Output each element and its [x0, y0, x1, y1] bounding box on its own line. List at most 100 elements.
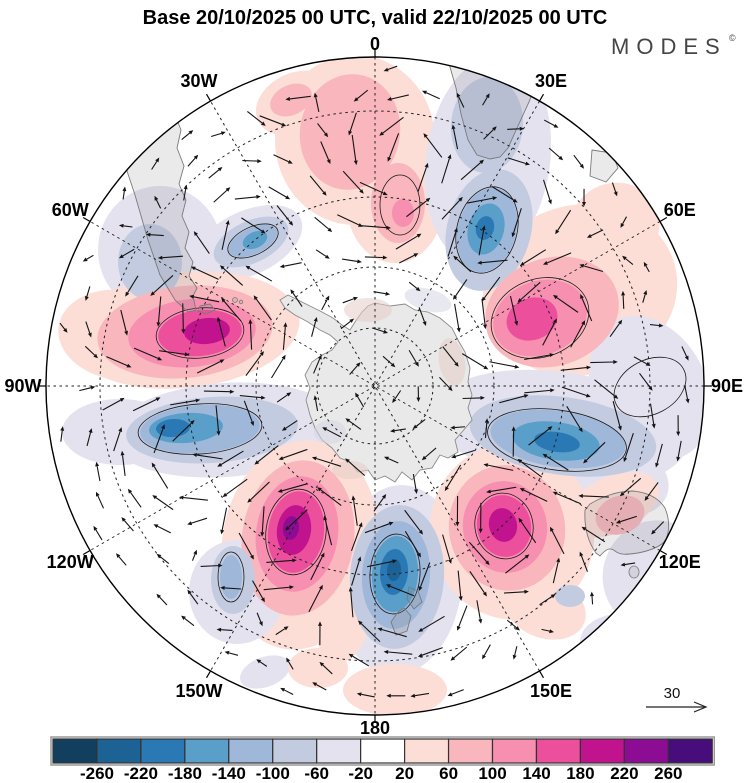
colorbar-tick-label: 20: [395, 764, 414, 783]
colorbar-cell: [667, 738, 713, 764]
new-zealand-north-island-landmass: [406, 586, 423, 610]
contour-line: [155, 307, 245, 359]
colorbar-tick-label: -20: [348, 764, 373, 783]
meridian-label-180: 180: [360, 718, 390, 738]
colorbar-cell: [579, 738, 625, 764]
meridian-labels: 0 30E 60E 90E 120E 150E 180 150W 120W 90W 60W 30W: [4, 34, 743, 738]
positive-anomaly-cell: [282, 516, 300, 540]
tierra-del-fuego-landmass: [197, 303, 216, 315]
meridian-label-90W: 90W: [4, 376, 41, 396]
positive-anomaly-cell: [270, 83, 312, 117]
antarctic-rim-tint: [404, 287, 452, 313]
positive-anomaly-cell: [343, 664, 447, 715]
boundary-ticks: [38, 49, 712, 723]
modes-logo: MODES: [611, 34, 727, 59]
positive-anomaly-cell: [506, 297, 558, 341]
colorbar-tick-label: -140: [212, 764, 246, 783]
contour-line: [227, 223, 279, 259]
contour-line: [379, 174, 421, 236]
colorbar-tick-label: 180: [566, 764, 594, 783]
boundary-tick: [659, 549, 668, 556]
negative-anomaly-cell: [386, 559, 402, 581]
colorbar-cell: [535, 738, 582, 764]
antarctic-rim-tint: [314, 420, 346, 444]
colorbar-cell: [360, 738, 406, 764]
colorbar-tick-label: 60: [439, 764, 458, 783]
meridian-label-60W: 60W: [52, 200, 89, 220]
colorbar-cell: [316, 738, 362, 764]
colorbar-cell: [184, 738, 230, 764]
colorbar-tick-label: -220: [124, 764, 158, 783]
figure-title: Base 20/10/2025 00 UTC, valid 22/10/2025…: [143, 7, 608, 29]
antarctic-rim-tint: [344, 298, 392, 322]
colorbar-cell: [404, 738, 450, 764]
negative-anomaly-cell: [220, 555, 242, 599]
colorbar-tick-label: 220: [610, 764, 638, 783]
copyright-mark-icon: ©: [729, 33, 736, 43]
meridian-line: [89, 221, 661, 551]
contour-line: [455, 186, 519, 274]
positive-anomaly-cell: [570, 182, 660, 268]
contour-line: [369, 533, 421, 615]
contour-line: [474, 492, 534, 560]
colorbar-cell: [491, 738, 538, 764]
antarctic-rim-tint: [332, 461, 368, 479]
contour-lines-layer: [137, 174, 687, 615]
meridian-line: [210, 100, 540, 672]
boundary-tick: [538, 93, 545, 102]
meridian-line: [89, 221, 661, 551]
negative-anomaly-cell: [450, 77, 524, 173]
meridian-label-30E: 30E: [535, 71, 567, 91]
colorbar-tick-label: 260: [654, 764, 682, 783]
meridian-label-90E: 90E: [711, 376, 743, 396]
tasmania-landmass: [628, 565, 640, 579]
meridian-label-150E: 150E: [530, 681, 572, 701]
negative-anomaly-cell: [534, 431, 580, 453]
australia-landmass: [584, 490, 670, 557]
boundary-tick: [538, 670, 545, 679]
meridian-label-120E: 120E: [659, 552, 701, 572]
negative-anomaly-cell: [240, 655, 290, 689]
colorbar-cell: [447, 738, 494, 764]
colorbar-tick-label: -260: [80, 764, 114, 783]
positive-anomaly-cell: [184, 317, 230, 345]
boundary-tick: [82, 549, 91, 556]
contour-line: [217, 551, 245, 603]
colorbar-tick-label: 140: [522, 764, 550, 783]
boundary-tick: [205, 670, 212, 679]
positive-anomaly-cell: [595, 495, 645, 535]
colorbar-tick-label: -180: [168, 764, 202, 783]
contour-line: [613, 356, 687, 418]
negative-anomaly-cell: [242, 230, 268, 250]
meridian-label-60E: 60E: [664, 200, 696, 220]
boundary-tick: [205, 93, 212, 102]
meridian-label-30W: 30W: [180, 71, 217, 91]
colorbar: -260 -220 -180 -140 -100 -60 -20 20 60 100 140 180 2…: [50, 736, 715, 783]
reference-vector: 30: [646, 685, 708, 713]
reference-arrow-head-icon: [693, 701, 708, 713]
colorbar-cell: [228, 738, 274, 764]
colorbar-cell: [623, 738, 669, 764]
island-landmass: [238, 299, 244, 305]
graticule-layer: [46, 57, 704, 715]
colorbar-tick-label: -60: [304, 764, 329, 783]
contour-line: [487, 408, 627, 472]
meridian-label-0: 0: [370, 34, 380, 54]
reference-vector-label: 30: [664, 685, 681, 702]
contour-line: [265, 488, 327, 576]
colorbar-cell: [272, 738, 318, 764]
meridian-label-120W: 120W: [47, 552, 94, 572]
colorbar-tick-label: 100: [478, 764, 506, 783]
meridian-label-150W: 150W: [175, 681, 222, 701]
colorbar-cell: [96, 738, 142, 764]
positive-anomaly-cell: [288, 648, 348, 688]
colorbar-frame: [50, 736, 715, 766]
negative-anomaly-cell: [555, 585, 585, 607]
map-area: [46, 57, 704, 715]
colorbar-cell: [52, 738, 98, 764]
meridian-line: [210, 100, 540, 672]
boundary-tick: [82, 216, 91, 223]
new-zealand-south-island-landmass: [390, 607, 412, 636]
